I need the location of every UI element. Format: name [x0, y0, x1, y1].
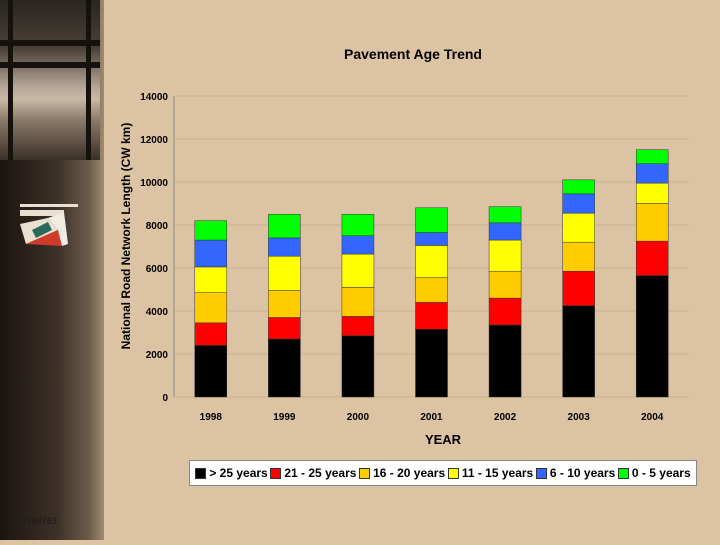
window-frame-post: [8, 0, 13, 160]
bar-segment-2002-4: [488, 222, 522, 241]
bar-segment-2001-5: [415, 207, 448, 233]
bar-segment-1998-3: [194, 266, 228, 293]
legend-item: 21 - 25 years: [270, 466, 356, 480]
sidebar-photo: [0, 0, 100, 160]
bar-segment-2002-3: [488, 239, 522, 272]
bar-segment-1998-5: [194, 220, 228, 241]
window-frame-bar: [0, 62, 100, 68]
bar-segment-2002-1: [488, 297, 522, 326]
bar-segment-2002-0: [488, 324, 522, 398]
legend-label: 21 - 25 years: [284, 466, 357, 480]
bar-segment-1999-1: [268, 317, 301, 340]
bar-segment-1999-5: [268, 214, 301, 239]
legend-item: 6 - 10 years: [535, 466, 616, 480]
bar-segment-2003-3: [562, 212, 595, 243]
bar-segment-2000-0: [341, 335, 375, 398]
legend-swatch: [617, 467, 629, 479]
bar-segment-1998-0: [194, 345, 228, 398]
left-sidebar: #183763: [0, 0, 104, 540]
bar-segment-1999-4: [268, 237, 301, 257]
x-tick-label: 2004: [641, 412, 664, 423]
bar-segment-2000-1: [341, 316, 375, 336]
bar-segment-2002-5: [488, 206, 522, 224]
bar-segment-2003-1: [562, 270, 595, 306]
legend-item: 11 - 15 years: [447, 466, 534, 480]
bar-segment-2001-4: [415, 232, 448, 246]
bar-segment-2004-1: [635, 240, 669, 276]
agency-logo: [20, 204, 78, 246]
legend-label: 16 - 20 years: [373, 466, 446, 480]
bar-segment-1999-0: [268, 338, 301, 398]
x-tick-label: 2003: [568, 412, 591, 423]
y-tick-label: 0: [162, 393, 168, 404]
window-frame-post: [86, 0, 91, 160]
bar-segment-1998-2: [194, 292, 228, 324]
x-tick-label: 1998: [200, 412, 223, 423]
x-tick-label: 2001: [420, 412, 443, 423]
bar-segment-2003-5: [562, 179, 595, 195]
bar-segment-2001-2: [415, 277, 448, 303]
bar-segment-1998-1: [194, 322, 228, 346]
x-tick-label: 2000: [347, 412, 370, 423]
y-tick-label: 2000: [146, 350, 169, 361]
legend-item: > 25 years: [195, 466, 268, 480]
bar-segment-2004-0: [635, 275, 669, 398]
legend-label: 11 - 15 years: [461, 466, 534, 480]
y-axis-label: National Road Network Length (CW km): [119, 123, 133, 350]
slide-id-label: #183763: [22, 516, 58, 526]
bar-segment-2004-4: [635, 163, 669, 184]
legend-label: 0 - 5 years: [631, 466, 691, 480]
legend-swatch: [447, 467, 459, 479]
y-tick-label: 10000: [140, 178, 168, 189]
bar-segment-2004-2: [635, 203, 669, 242]
legend-item: 16 - 20 years: [359, 466, 445, 480]
bar-segment-2001-3: [415, 245, 448, 278]
x-tick-label: 1999: [273, 412, 296, 423]
legend-swatch: [535, 467, 547, 479]
chart-area: Pavement Age Trend National Road Network…: [104, 0, 720, 540]
y-tick-label: 4000: [146, 307, 169, 318]
bar-segment-2003-4: [562, 193, 595, 214]
y-tick-label: 14000: [140, 92, 168, 103]
legend-swatch: [195, 467, 207, 479]
bar-segment-1999-3: [268, 255, 301, 291]
window-frame-bar: [0, 40, 100, 46]
bar-segment-2003-2: [562, 241, 595, 272]
x-axis-label: YEAR: [425, 432, 462, 447]
y-tick-label: 8000: [146, 221, 169, 232]
x-tick-label: 2002: [494, 412, 517, 423]
bar-segment-2003-0: [562, 305, 595, 398]
bar-segment-2000-5: [341, 214, 375, 236]
legend-label: > 25 years: [209, 466, 268, 480]
bar-segment-2004-5: [635, 149, 669, 164]
chart-legend: > 25 years 21 - 25 years 16 - 20 years 11 -…: [189, 460, 697, 486]
bar-segment-2001-1: [415, 302, 448, 330]
bar-segment-2004-3: [635, 182, 669, 204]
bar-segment-1998-4: [194, 239, 228, 268]
legend-swatch: [270, 467, 282, 479]
y-tick-label: 12000: [140, 135, 168, 146]
bar-segment-2002-2: [488, 270, 522, 299]
legend-swatch: [359, 467, 371, 479]
bar-segment-2000-2: [341, 287, 375, 317]
y-tick-label: 6000: [146, 264, 169, 275]
legend-label: 6 - 10 years: [549, 466, 616, 480]
legend-item: 0 - 5 years: [617, 466, 691, 480]
bar-segment-2001-0: [415, 329, 448, 398]
pavement-age-chart: Pavement Age Trend National Road Network…: [119, 46, 689, 447]
bar-segment-2000-3: [341, 253, 375, 288]
chart-title: Pavement Age Trend: [344, 46, 482, 62]
bar-segment-1999-2: [268, 290, 301, 318]
bar-segment-2000-4: [341, 235, 375, 255]
